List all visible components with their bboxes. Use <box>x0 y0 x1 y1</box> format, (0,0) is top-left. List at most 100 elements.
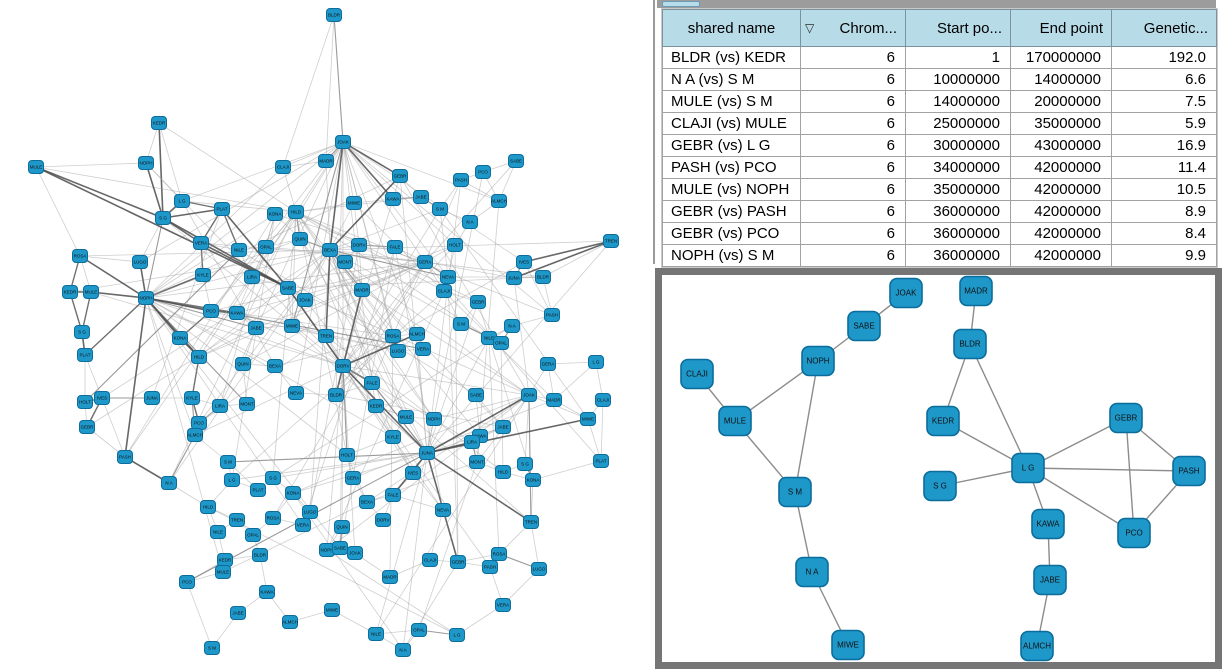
node-shape[interactable] <box>405 466 421 480</box>
node-shape[interactable] <box>284 319 300 333</box>
network-node[interactable]: NEVA <box>435 503 451 517</box>
node-shape[interactable] <box>525 473 541 487</box>
node-shape[interactable] <box>385 488 401 502</box>
node-shape[interactable] <box>385 192 401 206</box>
node-shape[interactable] <box>215 565 231 579</box>
network-node[interactable]: ROSA <box>385 329 401 343</box>
node-shape[interactable] <box>172 331 188 345</box>
network-node[interactable]: GERA <box>417 255 433 269</box>
node-shape[interactable] <box>62 285 78 299</box>
network-node[interactable]: SABE <box>280 281 296 295</box>
node-shape[interactable] <box>462 215 478 229</box>
network-node[interactable]: KEDR <box>151 116 167 130</box>
network-node[interactable]: DORV <box>335 359 351 373</box>
network-node[interactable]: KYLE <box>385 430 401 444</box>
network-node[interactable]: LUGO <box>132 255 148 269</box>
node-shape[interactable] <box>464 435 480 449</box>
node-shape[interactable] <box>470 295 486 309</box>
node-shape[interactable] <box>151 116 167 130</box>
network-node[interactable]: OPAL <box>493 336 509 350</box>
network-node[interactable]: MONT <box>239 397 255 411</box>
node-shape[interactable] <box>77 348 93 362</box>
node-shape[interactable] <box>847 310 881 342</box>
node-shape[interactable] <box>523 515 539 529</box>
node-shape[interactable] <box>603 234 619 248</box>
network-node[interactable]: S M <box>432 202 448 216</box>
node-shape[interactable] <box>493 336 509 350</box>
network-node[interactable]: PCO <box>191 416 207 430</box>
network-node[interactable]: JUNA <box>419 446 435 460</box>
network-node[interactable]: HILD <box>495 465 511 479</box>
node-shape[interactable] <box>426 412 442 426</box>
node-shape[interactable] <box>491 547 507 561</box>
network-node[interactable]: QUIN <box>334 520 350 534</box>
node-shape[interactable] <box>72 249 88 263</box>
network-node[interactable]: QUIN <box>292 232 308 246</box>
node-shape[interactable] <box>187 428 203 442</box>
node-shape[interactable] <box>220 455 236 469</box>
node-shape[interactable] <box>229 306 245 320</box>
network-node[interactable]: ALMCH <box>187 428 203 442</box>
network-node[interactable]: JABE <box>230 606 246 620</box>
network-node[interactable]: HOLT <box>339 448 355 462</box>
network-node[interactable]: MADR <box>354 283 370 297</box>
network-node[interactable]: OPAL <box>411 623 427 637</box>
node-shape[interactable] <box>174 194 190 208</box>
network-node[interactable]: L G <box>224 473 240 487</box>
node-shape[interactable] <box>334 520 350 534</box>
network-node[interactable]: KAWA <box>259 585 275 599</box>
node-shape[interactable] <box>953 328 987 360</box>
network-node[interactable]: MIWE <box>346 196 362 210</box>
node-shape[interactable] <box>491 194 507 208</box>
network-node[interactable]: CLAJI <box>595 393 611 407</box>
node-shape[interactable] <box>588 355 604 369</box>
network-node[interactable]: N A <box>161 476 177 490</box>
network-node[interactable]: N A <box>795 556 829 588</box>
filter-icon[interactable]: ▽ <box>805 20 815 35</box>
network-node[interactable]: JUNA <box>144 391 160 405</box>
node-shape[interactable] <box>368 627 384 641</box>
node-shape[interactable] <box>495 465 511 479</box>
network-node[interactable]: NILE <box>210 525 226 539</box>
node-shape[interactable] <box>337 255 353 269</box>
network-node[interactable]: HOLT <box>77 395 93 409</box>
network-node[interactable]: KONA <box>525 473 541 487</box>
network-node[interactable]: JOAK <box>347 546 363 560</box>
table-horizontal-scrollbar[interactable] <box>657 0 1216 8</box>
node-shape[interactable] <box>432 202 448 216</box>
node-shape[interactable] <box>413 190 429 204</box>
network-node[interactable]: GEBR <box>1109 402 1143 434</box>
network-node[interactable]: PASH <box>117 450 133 464</box>
node-shape[interactable] <box>79 420 95 434</box>
node-shape[interactable] <box>495 420 511 434</box>
node-shape[interactable] <box>453 317 469 331</box>
network-node[interactable]: MIWE <box>831 629 865 661</box>
network-node[interactable]: SABE <box>468 388 484 402</box>
network-node[interactable]: JUNA <box>506 271 522 285</box>
network-node[interactable]: VERA <box>415 342 431 356</box>
network-node[interactable]: S G <box>74 325 90 339</box>
node-shape[interactable] <box>778 476 812 508</box>
node-shape[interactable] <box>230 606 246 620</box>
network-node[interactable]: MONT <box>469 455 485 469</box>
node-shape[interactable] <box>267 207 283 221</box>
network-node[interactable]: MADR <box>959 275 993 307</box>
network-node[interactable]: NOPH <box>801 345 835 377</box>
node-shape[interactable] <box>795 556 829 588</box>
network-node[interactable]: GEBR <box>470 295 486 309</box>
node-shape[interactable] <box>447 238 463 252</box>
node-shape[interactable] <box>179 575 195 589</box>
node-shape[interactable] <box>392 169 408 183</box>
network-node[interactable]: CLAJI <box>422 553 438 567</box>
node-shape[interactable] <box>440 270 456 284</box>
node-shape[interactable] <box>200 500 216 514</box>
network-node[interactable]: SABE <box>332 541 348 555</box>
node-shape[interactable] <box>449 628 465 642</box>
node-shape[interactable] <box>531 562 547 576</box>
network-node[interactable]: KEDR <box>926 405 960 437</box>
filtered-network-canvas[interactable]: JOAK MADR SABE BLDR NOPH CLAJI MULE KEDR GEBR L G… <box>662 275 1215 662</box>
network-node[interactable]: LUGO <box>302 505 318 519</box>
network-node[interactable]: S M <box>204 641 220 655</box>
network-node[interactable]: PLAT <box>77 348 93 362</box>
node-shape[interactable] <box>239 397 255 411</box>
